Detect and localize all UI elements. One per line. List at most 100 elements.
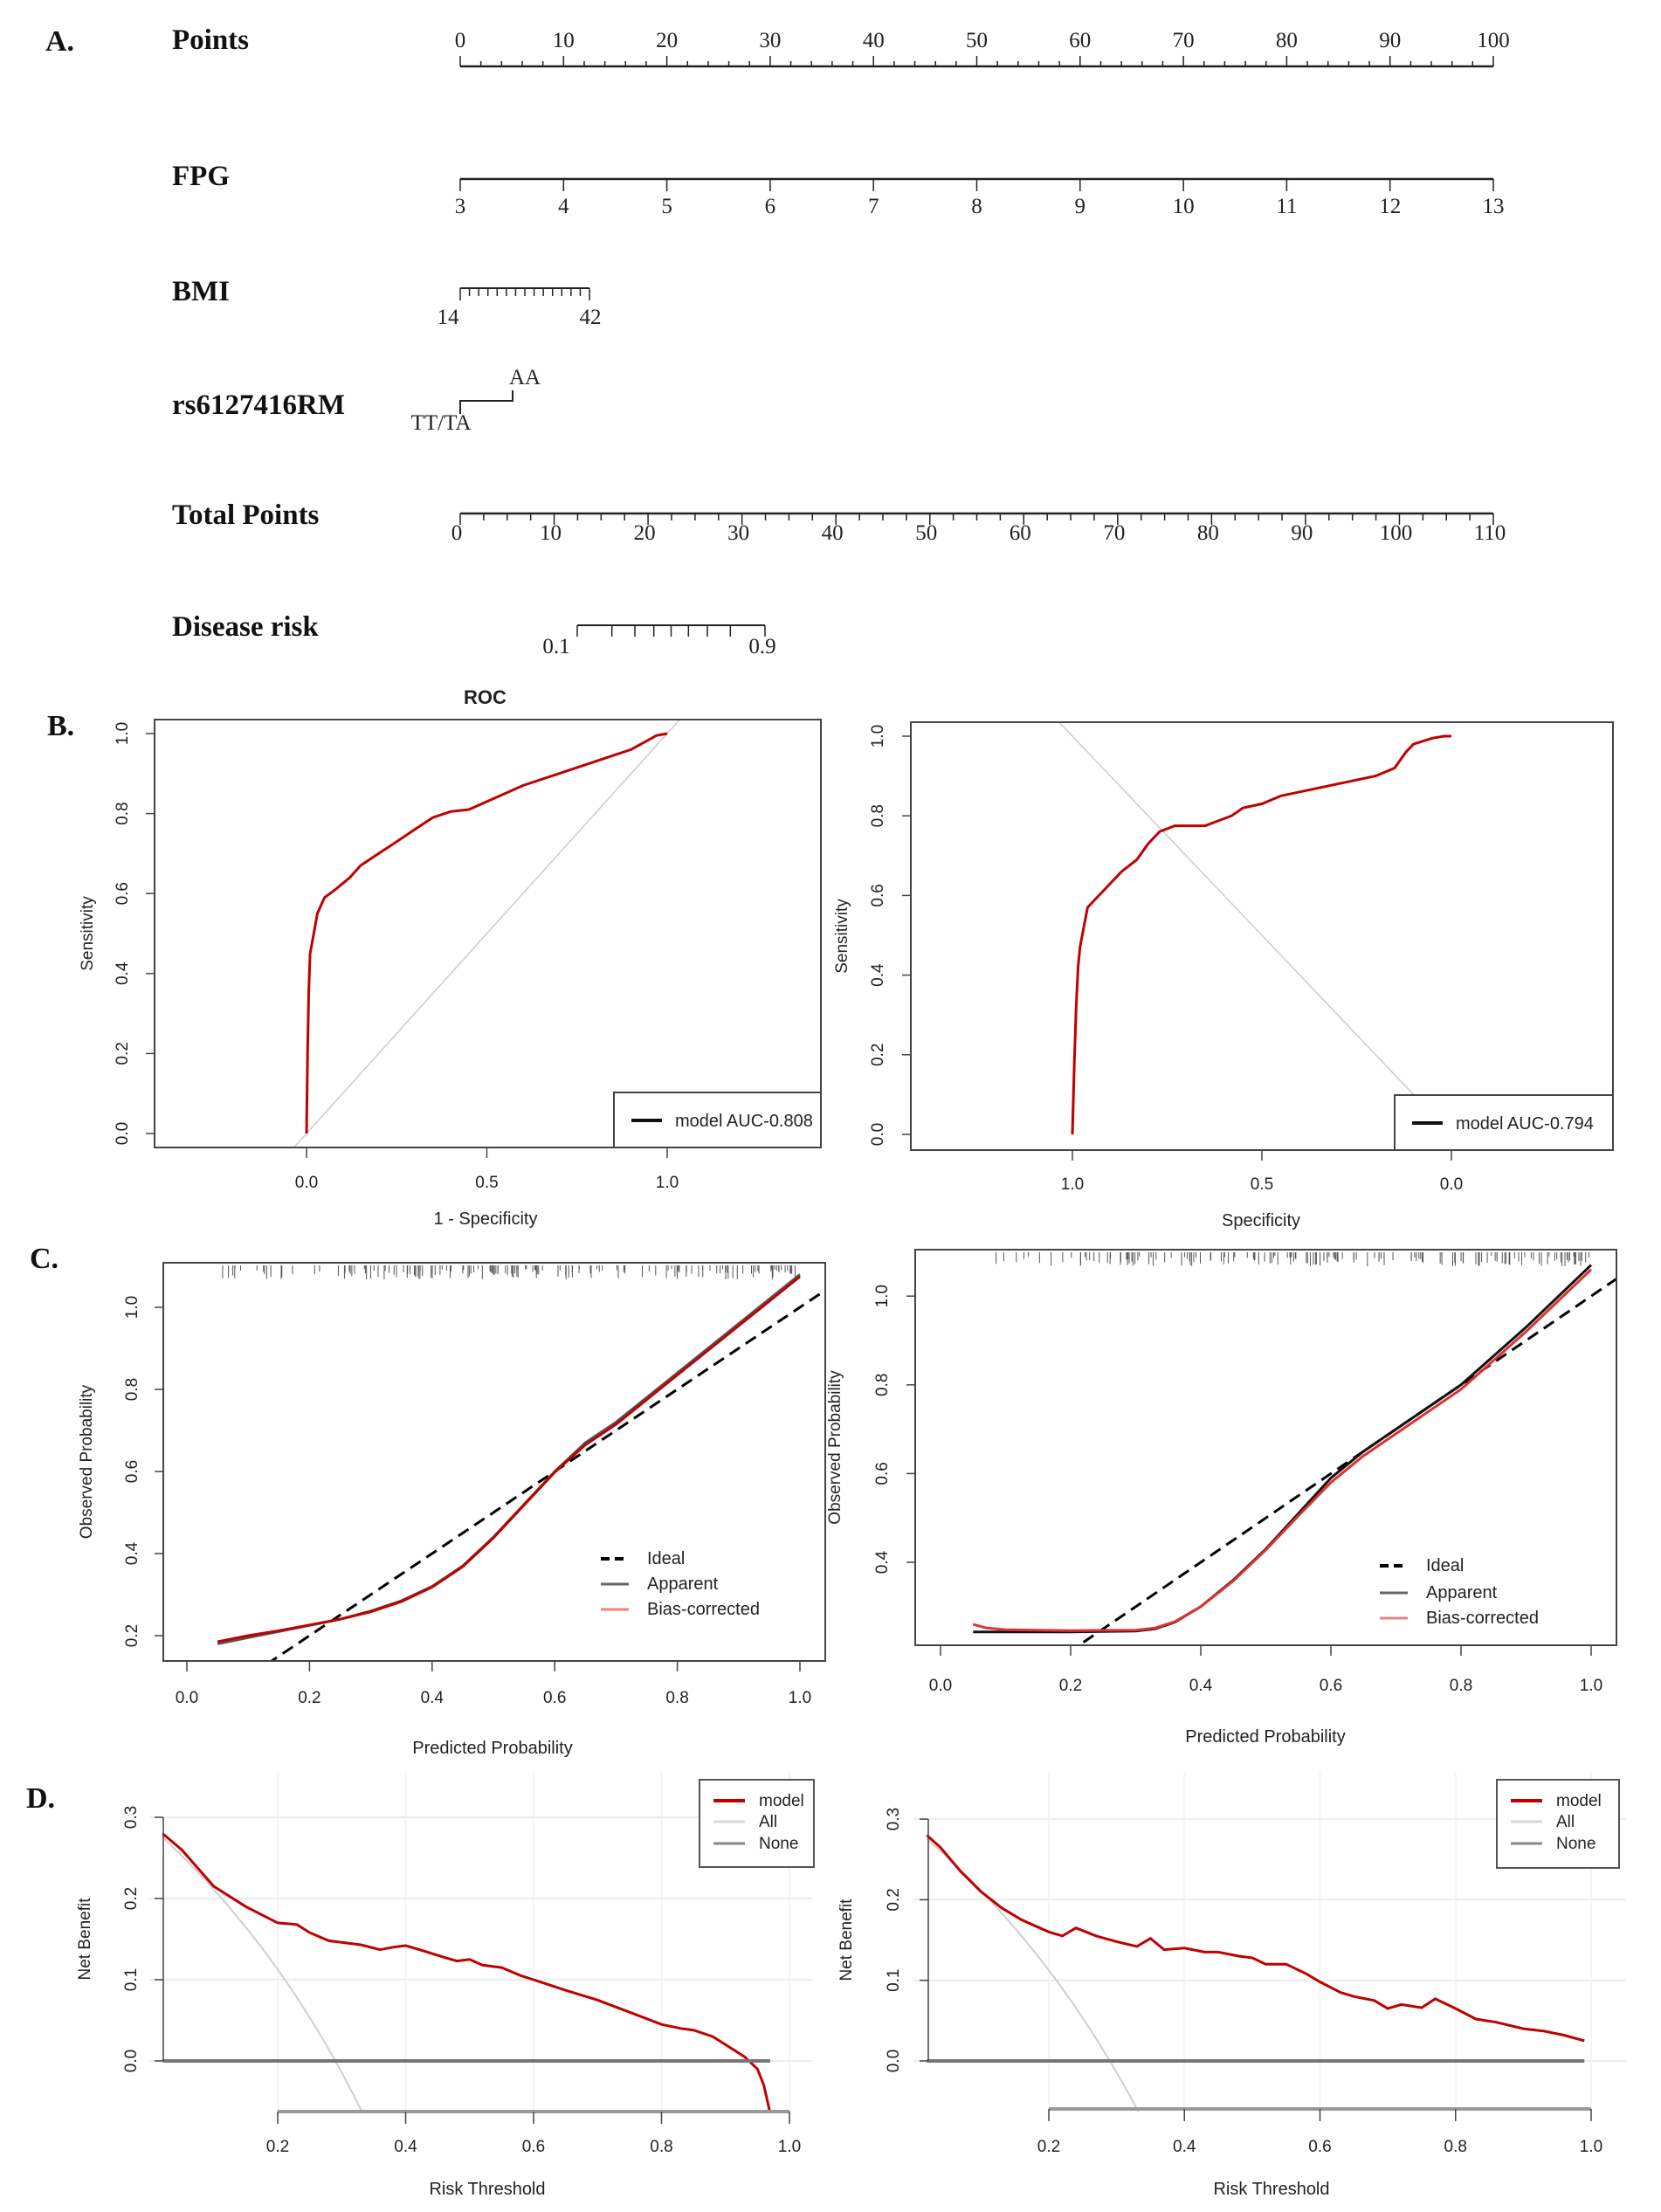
x-axis-label: Predicted Probability — [412, 1739, 572, 1758]
tick-label: 80 — [1276, 29, 1298, 52]
y-tick-label: 0.0 — [122, 2050, 141, 2072]
y-tick-label: 0.1 — [885, 1968, 903, 1991]
y-tick-label: 0.8 — [114, 802, 132, 824]
y-tick-label: 0.6 — [114, 882, 132, 905]
tick-label: 5 — [661, 195, 672, 218]
series-model — [305, 732, 668, 1134]
chart-title: ROC — [464, 686, 507, 708]
tick-label: 0 — [451, 521, 463, 545]
x-tick-label: 0.2 — [1037, 2138, 1060, 2156]
plot-area — [293, 720, 681, 1147]
panel-label-c: C. — [30, 1243, 59, 1275]
y-tick-label: 0.4 — [873, 1550, 892, 1574]
y-tick-label: 0.3 — [885, 1808, 903, 1830]
legend: model AUC-0.794 — [1394, 1094, 1614, 1151]
x-tick-label: 0.6 — [1308, 2138, 1331, 2156]
x-tick-label: 0.8 — [650, 2138, 672, 2156]
tick-label: 60 — [1010, 521, 1031, 545]
y-tick-label: 0.8 — [873, 1374, 892, 1396]
disease-risk-axis: 0.1 0.9 — [542, 624, 776, 658]
plot-area — [972, 1264, 1616, 1645]
legend-label: Ideal — [1426, 1556, 1464, 1575]
y-tick-label: 0.2 — [123, 1624, 141, 1647]
y-tick-label: 0.8 — [869, 804, 887, 827]
legend: model All None — [1496, 1779, 1620, 1869]
x-tick-label: 1.0 — [789, 1689, 811, 1707]
tick-label: 50 — [915, 521, 937, 545]
nomogram-row-label: Total Points — [172, 500, 320, 531]
x-tick-label: 0.6 — [543, 1689, 566, 1707]
tick-label: 12 — [1379, 195, 1401, 218]
y-axis-label: Observed Probability — [78, 1384, 96, 1539]
tick-label: 100 — [1380, 521, 1413, 545]
tick-label: 6 — [765, 195, 776, 218]
points-axis: 0 10 20 30 40 50 60 70 80 90 100 — [455, 29, 1510, 68]
series-bias-corrected — [217, 1275, 801, 1643]
chart-calibration-left: 0.0 0.2 0.4 0.6 0.8 1.0 0.2 0.4 0.6 0.8 1.0 Predict… — [78, 1262, 826, 1758]
tick-label: 40 — [822, 521, 844, 545]
y-tick-label: 0.2 — [885, 1888, 903, 1911]
y-axis-label: Sensitivity — [833, 899, 851, 974]
tick-label: 50 — [966, 29, 988, 52]
chart-calibration-right: 0.0 0.2 0.4 0.6 0.8 1.0 0.4 0.6 0.8 1.0 Predicted … — [826, 1249, 1617, 1747]
tick-label: 8 — [971, 195, 982, 218]
tick-label: 90 — [1291, 521, 1313, 545]
tick-label: 20 — [634, 521, 656, 545]
legend-label: All — [759, 1813, 777, 1831]
tick-label: 10 — [553, 29, 575, 52]
legend-label: None — [759, 1835, 798, 1853]
step-line — [459, 390, 513, 414]
x-tick-label: 0.2 — [266, 2138, 289, 2156]
y-tick-label: 1.0 — [869, 725, 887, 748]
total-points-axis: 0 10 20 30 40 50 60 70 80 90 100 110 — [451, 512, 1506, 545]
x-axis-label: Risk Threshold — [429, 2180, 545, 2199]
level-label: AA — [509, 366, 541, 389]
legend-label: Apparent — [1426, 1583, 1498, 1602]
y-tick-label: 0.2 — [122, 1887, 141, 1910]
tick-label: 20 — [656, 29, 678, 52]
legend-label: All — [1556, 1813, 1575, 1831]
series-model — [162, 1832, 772, 2113]
tick-label: 13 — [1483, 195, 1505, 218]
x-tick-label: 0.0 — [295, 1174, 318, 1192]
series-bias-corrected — [972, 1268, 1593, 1632]
y-tick-label: 0.4 — [114, 961, 132, 985]
y-tick-label: 1.0 — [873, 1285, 892, 1307]
nomogram-row-label: Disease risk — [172, 611, 319, 643]
level-label: TT/TA — [411, 411, 472, 435]
tick-label: 42 — [580, 306, 602, 329]
legend-label: model AUC-0.794 — [1456, 1114, 1594, 1134]
legend: model AUC-0.808 — [613, 1092, 822, 1148]
plot-area — [217, 1273, 825, 1661]
plot-area — [1058, 722, 1468, 1150]
tick-label: 11 — [1276, 195, 1297, 218]
x-axis-label: Risk Threshold — [1213, 2180, 1329, 2199]
tick-label: 14 — [438, 306, 460, 329]
chance-line — [1058, 722, 1468, 1150]
treat-all-line — [162, 1836, 364, 2113]
plot-frame — [162, 1262, 826, 1662]
y-axis-label: Net Benefit — [76, 1898, 94, 1981]
chart-dca-left: 0.2 0.4 0.6 0.8 1.0 0.0 0.1 0.2 0.3 Risk Threshol… — [76, 1773, 815, 2199]
tick-label: 100 — [1477, 29, 1510, 52]
x-tick-label: 0.8 — [1450, 1677, 1472, 1695]
legend-label: Bias-corrected — [647, 1600, 760, 1619]
x-tick-label: 0.4 — [1173, 2138, 1196, 2156]
x-tick-label: 1.0 — [1580, 1677, 1602, 1695]
x-tick-label: 0.4 — [421, 1689, 445, 1707]
tick-label: 110 — [1474, 521, 1506, 545]
fpg-axis: 3 4 5 6 7 8 9 10 11 12 13 — [455, 177, 1505, 218]
x-tick-label: 0.4 — [1189, 1677, 1213, 1695]
x-axis-label: 1 - Specificity — [434, 1209, 538, 1229]
y-tick-label: 0.6 — [123, 1460, 141, 1483]
legend: Ideal Apparent Bias-corrected — [1380, 1556, 1539, 1628]
chance-line — [293, 720, 681, 1147]
x-tick-label: 0.5 — [1251, 1175, 1273, 1194]
nomogram: Points FPG BMI rs6127416RM Total Points Disea… — [172, 24, 1510, 658]
x-tick-label: 1.0 — [778, 2138, 801, 2156]
x-tick-label: 0.2 — [1059, 1677, 1082, 1695]
y-tick-label: 0.6 — [873, 1462, 892, 1485]
panel-label-b: B. — [47, 710, 74, 742]
legend-label: model — [1556, 1792, 1602, 1810]
